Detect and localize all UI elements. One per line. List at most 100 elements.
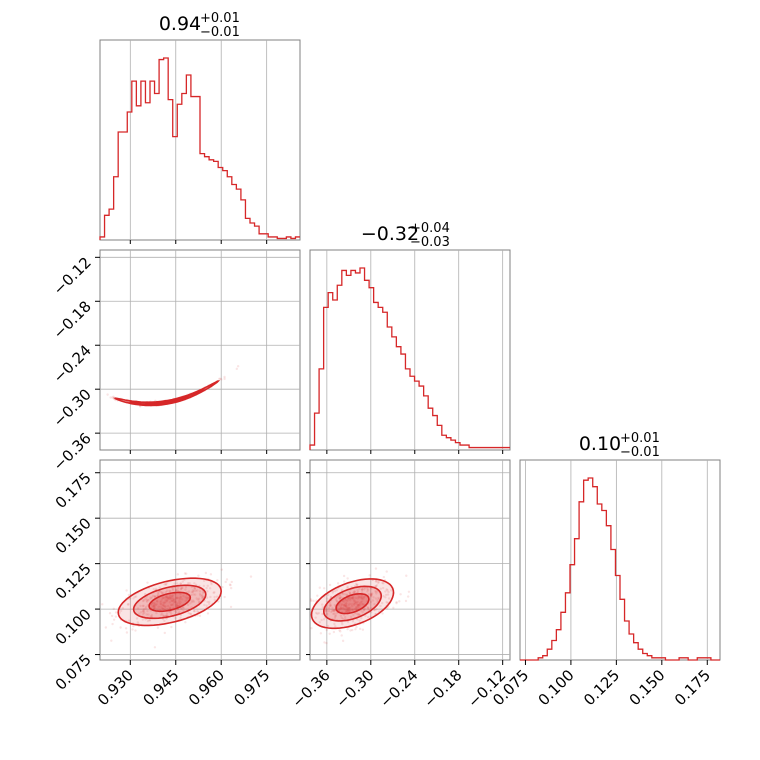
sample-point — [363, 588, 366, 591]
ytick-label-2-2: −0.30 — [50, 385, 95, 430]
sample-point — [219, 377, 222, 381]
sample-point — [369, 600, 373, 604]
sample-point — [345, 593, 348, 596]
sample-point — [146, 609, 149, 613]
sample-point — [356, 583, 359, 586]
sample-point — [351, 620, 355, 623]
sample-point — [224, 580, 227, 584]
sample-point — [333, 612, 336, 615]
sample-point — [334, 598, 338, 601]
xtick-label-2-1: −0.36 — [288, 666, 333, 711]
sample-point — [330, 609, 334, 612]
sample-point — [334, 625, 337, 628]
sample-point — [350, 608, 354, 612]
ytick-label-3-4: 0.150 — [52, 514, 95, 557]
sample-point — [381, 601, 384, 605]
sample-point — [357, 596, 360, 599]
sample-point — [142, 604, 145, 608]
sample-point — [399, 593, 402, 596]
sample-point — [351, 628, 354, 632]
sample-point — [333, 609, 336, 612]
sample-point — [339, 614, 343, 617]
sample-point — [346, 577, 349, 580]
sample-point — [345, 604, 348, 607]
sample-point — [189, 602, 192, 605]
sample-point — [174, 588, 178, 592]
sample-point — [305, 613, 307, 615]
sample-point — [341, 592, 344, 596]
sample-point — [374, 590, 377, 594]
sample-point — [343, 604, 346, 608]
sample-point — [155, 603, 158, 606]
sample-point — [131, 628, 134, 631]
sample-point — [163, 583, 166, 586]
sample-point — [320, 618, 323, 622]
sample-point — [387, 597, 391, 600]
sample-point — [325, 641, 328, 645]
sample-point — [164, 598, 167, 602]
sample-point — [355, 602, 358, 605]
sample-point — [162, 604, 165, 607]
sample-point — [353, 607, 357, 611]
sample-point — [363, 587, 367, 590]
sample-point — [192, 600, 196, 603]
sample-point — [377, 580, 380, 584]
sample-point — [155, 611, 158, 615]
xtick-label-2-2: −0.30 — [332, 666, 377, 711]
sample-point — [362, 608, 366, 612]
sample-point — [375, 580, 378, 583]
sample-point — [351, 596, 355, 599]
sample-point — [377, 596, 380, 600]
sample-point — [354, 628, 357, 631]
sample-point — [335, 589, 339, 592]
sample-point — [164, 596, 167, 600]
sample-point — [358, 602, 362, 605]
sample-point — [351, 608, 355, 612]
sample-point — [150, 596, 154, 599]
sample-point — [164, 583, 167, 586]
sample-point — [371, 599, 375, 602]
sample-point — [174, 600, 177, 603]
sample-point — [223, 375, 226, 379]
sample-point — [179, 582, 182, 585]
sample-point — [340, 596, 343, 599]
sample-point — [162, 604, 166, 608]
sample-point — [407, 590, 411, 593]
sample-point — [191, 590, 195, 594]
sample-point — [318, 586, 321, 589]
sample-point — [398, 600, 401, 603]
sample-point — [163, 601, 166, 604]
sample-point — [177, 596, 180, 600]
sample-point — [347, 609, 351, 613]
sample-point — [339, 596, 342, 600]
sample-point — [157, 593, 160, 596]
contour-level-1 — [117, 577, 223, 627]
sample-point — [141, 604, 145, 608]
sample-point — [335, 596, 338, 599]
sample-point — [343, 580, 346, 583]
sample-point — [165, 589, 169, 593]
sample-point — [310, 597, 311, 601]
sample-point — [354, 582, 358, 586]
sample-point — [349, 596, 353, 600]
sample-point — [341, 639, 345, 643]
sample-point — [157, 605, 160, 609]
sample-point — [370, 587, 373, 590]
sample-point — [377, 581, 380, 585]
sample-point — [382, 575, 386, 579]
sample-point — [357, 613, 360, 616]
sample-point — [349, 629, 352, 632]
sample-point — [346, 608, 349, 611]
sample-point — [208, 600, 211, 604]
contour-level-3 — [335, 593, 370, 615]
sample-point — [125, 589, 128, 592]
sample-point — [355, 607, 358, 611]
sample-point — [198, 600, 201, 603]
sample-point — [161, 614, 165, 617]
sample-point — [319, 632, 323, 635]
sample-point — [360, 597, 364, 600]
sample-point — [146, 581, 149, 584]
sample-point — [339, 630, 342, 633]
sample-point — [213, 591, 216, 594]
sample-point — [342, 600, 346, 603]
